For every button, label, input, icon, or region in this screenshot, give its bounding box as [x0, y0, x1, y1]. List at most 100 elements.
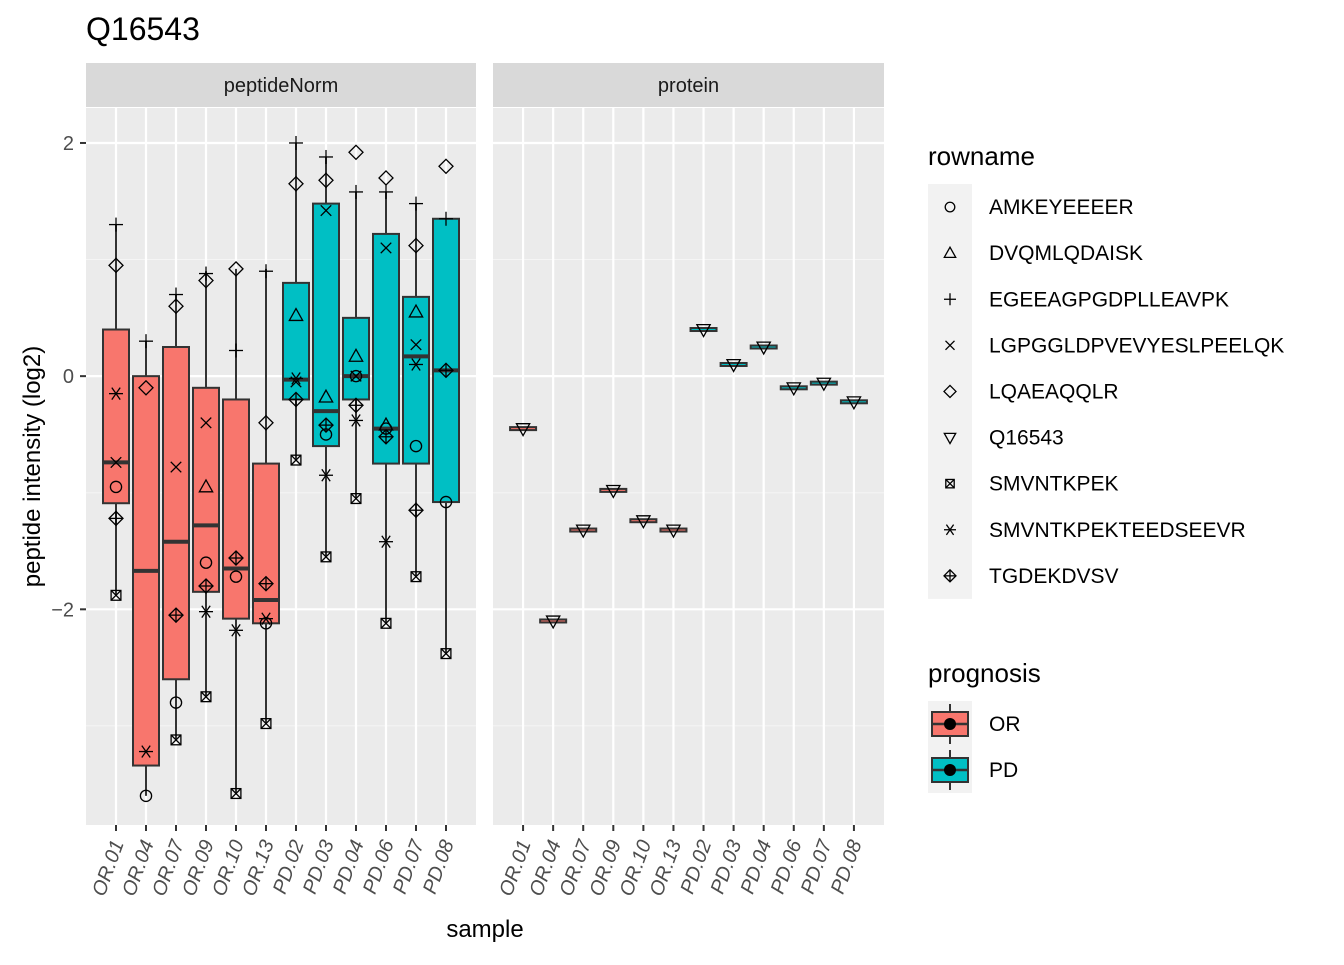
point-smvntkpek-part: [170, 734, 182, 746]
point-smvntkpek-part: [320, 551, 332, 563]
point-q16543: [635, 515, 652, 530]
point-smvntkpek: [110, 589, 122, 601]
point-smvntkpek-part: [410, 571, 422, 583]
point-q16543: [846, 396, 862, 411]
point-q16543-part: [635, 515, 652, 530]
point-smvntkpek-part: [290, 454, 302, 466]
box-OR.09: [192, 271, 220, 697]
point-egeeagpgdplleavpk: [289, 135, 303, 150]
legend-key-smvntkpek-part: [945, 478, 955, 489]
point-smvntkpekteedseevr-part: [111, 387, 121, 400]
point-lgpggldpvevyeslpeelqk: [170, 461, 182, 473]
box-PD.06: [372, 191, 400, 624]
box-body: [629, 518, 658, 524]
point-tgdekdvsv: [378, 428, 394, 445]
point-dvqmlqdaisk: [348, 347, 364, 362]
panel-background: [493, 108, 884, 825]
legend-key-q16543-part: [943, 432, 957, 445]
point-q16543-part: [846, 396, 862, 411]
point-lqaeaqqlr: [258, 414, 274, 431]
point-lqaeaqqlr-part: [408, 237, 424, 254]
point-smvntkpek-part: [440, 648, 452, 659]
point-smvntkpekteedseevr: [229, 623, 243, 637]
legend-key-amkeyeeeer-part: [944, 201, 956, 213]
point-smvntkpekteedseevr: [409, 358, 423, 371]
point-smvntkpekteedseevr-part: [141, 745, 151, 758]
point-lqaeaqqlr-part: [168, 298, 184, 315]
box-body: [312, 202, 340, 448]
legend-label: LQAEAQQLR: [989, 380, 1119, 403]
point-lqaeaqqlr: [438, 158, 454, 175]
point-q16543-part: [816, 377, 832, 392]
point-smvntkpekteedseevr-part: [321, 468, 331, 482]
point-lqaeaqqlr-part: [108, 257, 124, 274]
point-amkeyeeeer: [229, 570, 243, 583]
point-smvntkpekteedseevr-part: [261, 612, 271, 625]
point-amkeyeeeer-part: [229, 570, 243, 583]
point-tgdekdvsv: [438, 362, 454, 379]
point-q16543: [816, 377, 832, 392]
point-smvntkpekteedseevr: [259, 612, 273, 625]
point-smvntkpekteedseevr-part: [201, 605, 211, 618]
point-egeeagpgdplleavpk: [109, 217, 123, 232]
box-PD.07: [402, 203, 430, 577]
point-lqaeaqqlr-part: [378, 170, 394, 186]
point-q16543: [575, 524, 591, 539]
point-lqaeaqqlr: [168, 298, 184, 315]
point-tgdekdvsv: [258, 575, 274, 592]
chart-title: Q16543: [86, 11, 200, 47]
point-q16543: [515, 423, 531, 437]
point-egeeagpgdplleavpk: [319, 149, 333, 164]
legend-label: SMVNTKPEK: [989, 473, 1119, 496]
point-amkeyeeeer: [199, 556, 213, 569]
box-body: [809, 380, 838, 386]
box-body: [569, 527, 598, 533]
box-body: [432, 217, 460, 504]
point-smvntkpekteedseevr-part: [381, 535, 391, 549]
legend-label: LGPGGLDPVEVYESLPEELQK: [989, 334, 1284, 357]
point-smvntkpekteedseevr-part: [411, 358, 421, 371]
legend-key-tgdekdvsv: [943, 568, 957, 583]
legend-point: [944, 764, 956, 776]
point-q16543: [605, 484, 622, 499]
point-dvqmlqdaisk-part: [198, 478, 214, 493]
legend-key-smvntkpekteedseevr: [944, 524, 956, 536]
point-smvntkpek-part: [110, 589, 122, 601]
point-smvntkpek-part: [200, 691, 212, 703]
point-smvntkpek-part: [290, 454, 302, 466]
point-amkeyeeeer-part: [199, 556, 213, 569]
point-dvqmlqdaisk-part: [348, 347, 364, 362]
box-body: [659, 527, 688, 533]
box-body: [102, 328, 130, 505]
point-amkeyeeeer-part: [139, 789, 153, 803]
legend-key-lgpggldpvevyeslpeelqk: [945, 340, 955, 351]
box-body: [192, 386, 220, 593]
protein-box-OR.10: [629, 515, 658, 530]
box-body: [749, 344, 778, 350]
point-smvntkpek-part: [230, 787, 242, 800]
point-lgpggldpvevyeslpeelqk-part: [350, 370, 362, 382]
point-q16543: [545, 615, 561, 630]
box-PD.02: [282, 142, 310, 461]
point-smvntkpek-part: [200, 691, 212, 703]
point-q16543-part: [725, 358, 742, 373]
y-tick-label: 0: [63, 366, 74, 388]
point-tgdekdvsv: [198, 578, 214, 594]
legend-key-lqaeaqqlr: [943, 384, 957, 399]
point-smvntkpek: [380, 617, 392, 629]
point-lgpggldpvevyeslpeelqk: [320, 204, 332, 217]
box-body: [539, 618, 568, 624]
box-body: [252, 462, 280, 625]
legend-point: [944, 718, 956, 730]
point-egeeagpgdplleavpk: [349, 184, 363, 199]
point-amkeyeeeer: [409, 439, 423, 453]
legend-title-rowname: rowname: [928, 141, 1035, 171]
legend-label: SMVNTKPEKTEEDSEEVR: [989, 519, 1246, 542]
legend-fill-key-or: [931, 704, 969, 744]
point-tgdekdvsv: [108, 510, 124, 527]
protein-box-OR.13: [659, 524, 688, 539]
legend-label: EGEEAGPGDPLLEAVPK: [989, 288, 1229, 311]
facet-panel-protein: proteinOR.01OR.04OR.07OR.09OR.10OR.13PD.…: [493, 63, 884, 899]
point-smvntkpek: [170, 734, 182, 746]
box-OR.04: [132, 341, 160, 796]
